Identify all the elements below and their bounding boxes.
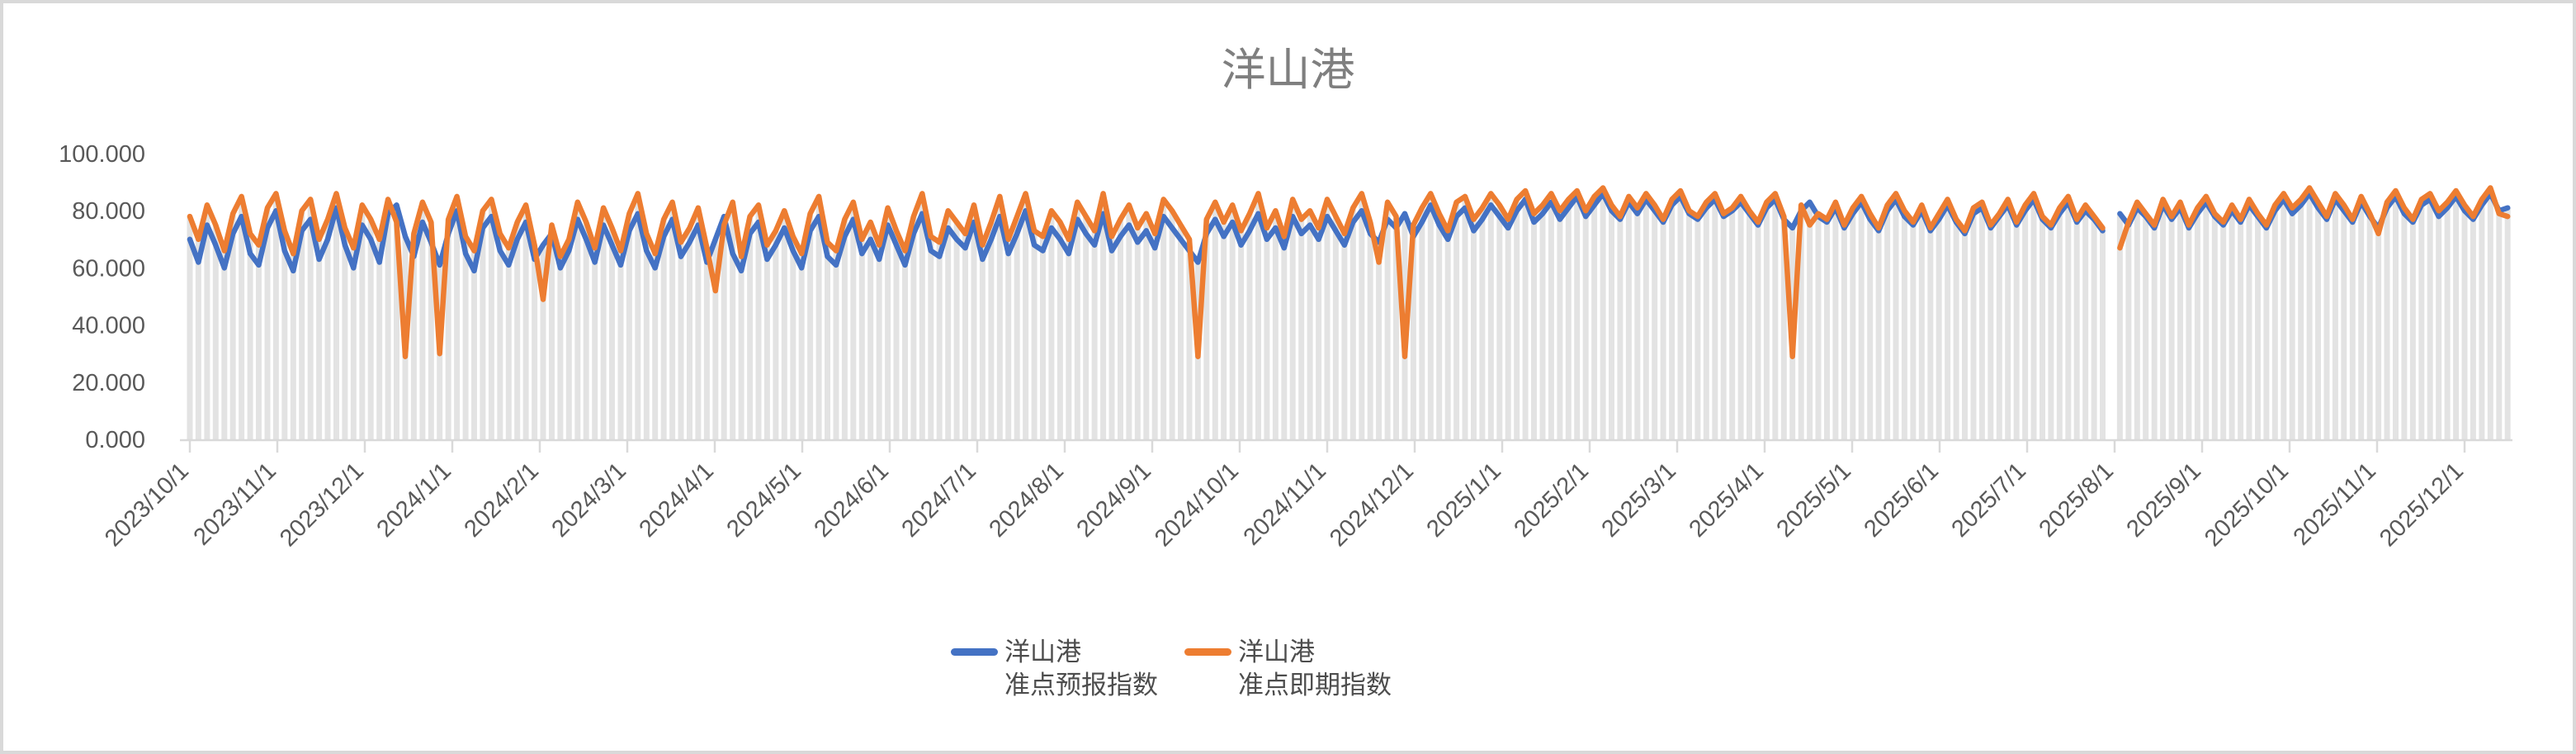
x-axis-tick-label: 2024/10/1 [1150, 458, 1244, 552]
x-axis-tick-label: 2025/7/1 [1946, 458, 2030, 542]
legend-entry-forecast: 洋山港 准点预报指数 [951, 636, 1158, 702]
x-axis-tick-label: 2024/3/1 [546, 458, 631, 542]
y-axis-tick-label: 40.000 [72, 313, 145, 339]
x-axis-tick-label: 2024/5/1 [721, 458, 806, 542]
y-axis-tick-label: 100.000 [59, 141, 145, 168]
legend-label-spot: 洋山港 准点即期指数 [1238, 636, 1392, 702]
x-axis-tick-label: 2025/2/1 [1509, 458, 1593, 542]
legend-marker-spot-line [1184, 648, 1231, 656]
x-axis-tick-label: 2025/3/1 [1596, 458, 1680, 542]
x-axis-tick-label: 2024/6/1 [809, 458, 893, 542]
x-axis-tick-label: 2025/5/1 [1771, 458, 1855, 542]
x-axis-tick-label: 2025/4/1 [1684, 458, 1768, 542]
legend-label-spot-line1: 洋山港 [1238, 638, 1315, 666]
y-axis-tick-label: 60.000 [72, 255, 145, 282]
x-axis-tick-label: 2025/9/1 [2121, 458, 2205, 542]
y-axis-tick-label: 20.000 [72, 370, 145, 396]
legend-label-forecast-line1: 洋山港 [1004, 638, 1081, 666]
x-axis-tick-label: 2025/11/1 [2289, 458, 2381, 550]
chart-title: 洋山港 [1221, 45, 1355, 95]
x-axis-tick-label: 2024/7/1 [896, 458, 981, 542]
legend-label-forecast: 洋山港 准点预报指数 [1004, 636, 1158, 702]
x-axis-tick-label: 2024/12/1 [1325, 458, 1419, 552]
chart-canvas: 0.000 20.000 40.000 60.000 80.000 100.000 2023… [59, 141, 2512, 552]
x-axis-tick-label: 2024/11/1 [1239, 458, 1331, 550]
x-axis-tick-label: 2025/1/1 [1421, 458, 1505, 542]
x-axis-tick-label: 2024/1/1 [371, 458, 456, 542]
x-axis-tick-label: 2023/10/1 [100, 458, 194, 552]
x-axis-tick-label: 2025/10/1 [2200, 458, 2294, 552]
legend-entry-spot: 洋山港 准点即期指数 [1184, 636, 1392, 702]
x-axis-tick-label: 2025/8/1 [2034, 458, 2118, 542]
y-axis-tick-label: 0.000 [85, 427, 145, 453]
x-axis-tick-label: 2023/11/1 [189, 458, 281, 550]
legend-label-forecast-line2: 准点预报指数 [1004, 671, 1158, 699]
y-axis-tick-label: 80.000 [72, 198, 145, 225]
x-axis-tick-label: 2025/12/1 [2375, 458, 2469, 552]
legend: 洋山港 准点预报指数 洋山港 准点即期指数 [951, 636, 1392, 702]
legend-label-spot-line2: 准点即期指数 [1238, 671, 1392, 699]
legend-marker-forecast-line [951, 648, 998, 656]
x-axis-tick-label: 2024/4/1 [634, 458, 718, 542]
x-axis-tick-label: 2024/9/1 [1071, 458, 1156, 542]
x-axis-tick-label: 2024/2/1 [459, 458, 543, 542]
x-axis-tick-label: 2024/8/1 [984, 458, 1068, 542]
x-axis-tick-label: 2023/12/1 [275, 458, 369, 552]
x-axis-tick-label: 2025/6/1 [1859, 458, 1943, 542]
